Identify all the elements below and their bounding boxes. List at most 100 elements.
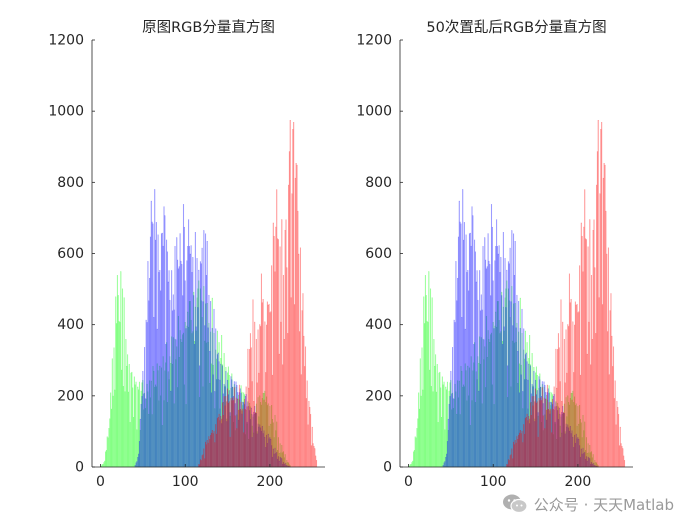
bar-g-40 [133,376,135,468]
bar-g-8 [414,436,416,468]
bar-r-160 [543,397,545,468]
bar-r-196 [266,324,268,468]
bar-b-97 [182,295,184,468]
bar-b-116 [198,269,200,468]
bar-r-167 [241,410,243,468]
bar-r-194 [572,321,574,468]
bar-r-196 [574,324,576,468]
y-tick-label: 1000 [356,104,392,120]
bar-r-179 [559,381,561,468]
bar-b-81 [476,270,478,468]
bar-g-16 [421,347,423,468]
bar-r-126 [514,440,516,468]
bar-b-62 [460,223,462,468]
bar-r-180 [560,299,562,468]
bar-r-179 [251,381,253,468]
bar-b-102 [494,260,496,468]
bar-b-106 [189,253,191,468]
bar-r-221 [595,333,597,468]
bar-r-255 [315,460,318,468]
bar-r-223 [596,151,598,468]
bar-b-83 [478,390,480,468]
bar-r-252 [621,446,623,468]
bar-g-30 [433,339,435,468]
bar-r-148 [225,395,227,468]
y-tick-label: 200 [57,388,84,404]
bar-g-23 [119,322,121,468]
bar-g-42 [443,381,445,468]
bar-r-226 [599,193,601,468]
bar-r-193 [571,399,573,468]
bar-g-19 [424,323,426,468]
bar-r-235 [607,331,609,468]
bar-b-112 [502,232,504,468]
bar-r-169 [551,432,553,468]
bar-r-211 [586,353,588,468]
bar-b-98 [490,204,493,468]
bar-b-59 [149,236,151,468]
bar-b-63 [461,317,463,468]
y-tick-label: 200 [365,388,392,404]
bar-g-28 [123,297,125,468]
bar-b-75 [471,206,473,468]
bar-r-209 [585,238,587,468]
bar-b-77 [473,344,475,468]
bar-b-45 [138,453,140,468]
bar-r-180 [252,299,254,468]
bar-r-132 [211,430,213,468]
bar-b-57 [148,300,150,468]
x-tick-label: 100 [172,474,199,490]
bar-g-13 [418,408,421,468]
bar-r-212 [279,246,281,468]
bar-b-109 [192,257,194,468]
bar-r-168 [550,408,552,468]
bar-r-187 [258,372,260,468]
bar-r-157 [540,400,543,468]
bar-r-210 [585,239,587,468]
bar-r-165 [547,409,549,468]
bar-g-36 [438,372,440,468]
bar-r-252 [313,446,315,468]
bar-r-129 [209,439,211,468]
series-r [506,120,626,468]
bar-r-142 [528,416,530,468]
bar-b-124 [204,233,207,468]
bar-r-188 [259,324,261,468]
bar-b-69 [158,272,160,468]
bar-r-218 [592,229,594,468]
bar-b-77 [165,344,167,468]
bar-r-186 [565,329,567,468]
bar-b-64 [154,189,156,468]
bar-g-39 [132,417,135,468]
bar-r-242 [612,346,615,468]
bar-b-87 [481,309,483,468]
bar-b-71 [468,290,470,468]
bar-b-50 [142,370,144,468]
bar-r-174 [247,348,249,468]
bar-g-4 [411,462,413,468]
bar-b-115 [197,307,199,468]
bar-b-125 [205,275,207,468]
x-tick-label: 100 [480,474,507,490]
bar-b-80 [475,281,477,468]
bar-g-29 [124,391,126,468]
axes: 0 200 400 600 800 1000 1200 0 100 200 [356,33,633,490]
x-tick-label: 200 [565,474,592,490]
bar-b-102 [186,260,188,468]
bar-b-47 [447,418,449,468]
bar-b-75 [163,206,165,468]
bar-b-54 [145,319,147,468]
bar-r-197 [574,301,576,468]
bar-b-117 [199,365,201,468]
bar-b-107 [190,245,192,468]
bar-g-34 [436,364,438,468]
bar-b-83 [170,390,172,468]
bar-g-44 [137,386,139,468]
watermark-text: 公众号 · 天天Matlab [533,495,674,514]
bar-b-65 [155,239,157,468]
bar-r-147 [532,405,534,468]
bar-r-226 [291,193,293,468]
bar-r-125 [513,444,515,468]
bar-r-211 [278,353,280,468]
bar-g-34 [128,364,130,468]
